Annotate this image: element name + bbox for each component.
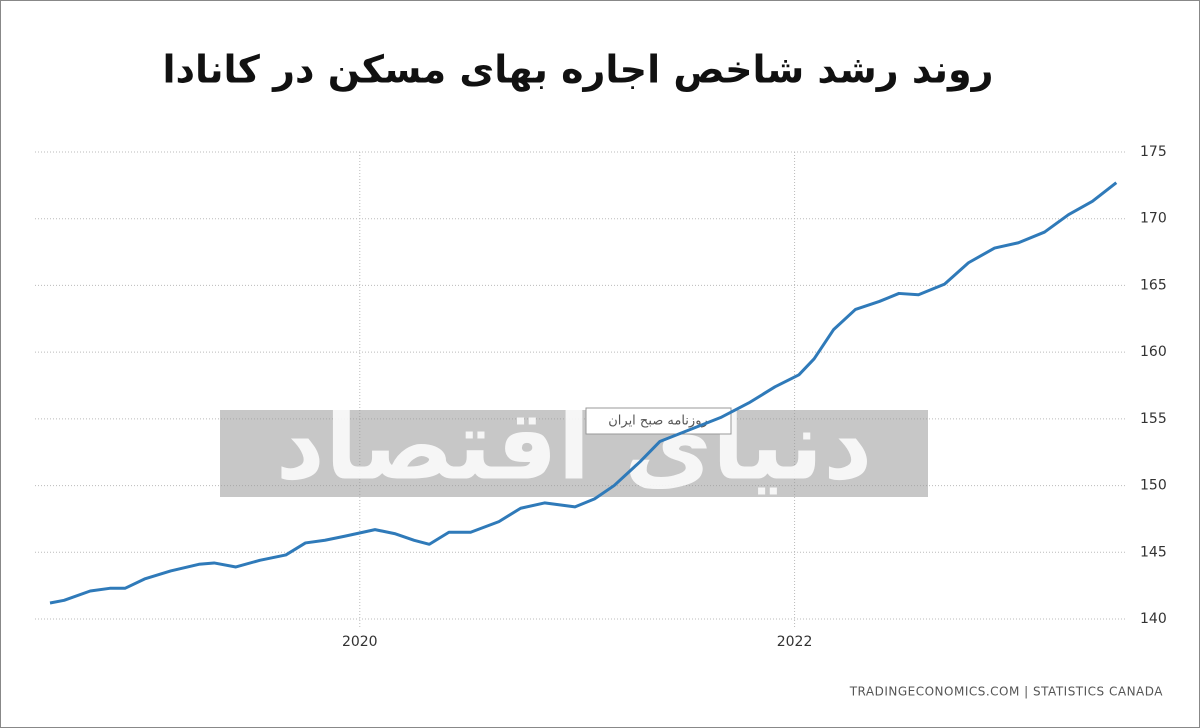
source: TRADINGECONOMICS.COM | STATISTICS CANADA xyxy=(849,685,1164,699)
line xyxy=(49,181,1118,605)
watermark-tag-box xyxy=(585,407,732,435)
watermark-tag: روزنامه صبح ایران xyxy=(608,414,708,429)
chart-title: روند رشد شاخص اجاره بهای مسکن در کانادا xyxy=(162,48,993,93)
watermark-band xyxy=(220,410,928,497)
y-tick-label: 140 xyxy=(1140,611,1167,627)
y-tick-label: 150 xyxy=(1140,478,1167,494)
y-tick-label: 160 xyxy=(1140,344,1167,360)
y-tick-label: 170 xyxy=(1140,211,1167,227)
y-tick-label: 155 xyxy=(1140,411,1167,427)
x-tick-label: 2022 xyxy=(777,634,813,650)
x-tick-label: 2020 xyxy=(342,634,378,650)
y-tick-label: 165 xyxy=(1140,277,1167,293)
watermark: دنیای اقتصاد xyxy=(276,389,873,501)
y-tick-label: 145 xyxy=(1140,544,1167,560)
y-tick-label: 175 xyxy=(1140,144,1167,160)
